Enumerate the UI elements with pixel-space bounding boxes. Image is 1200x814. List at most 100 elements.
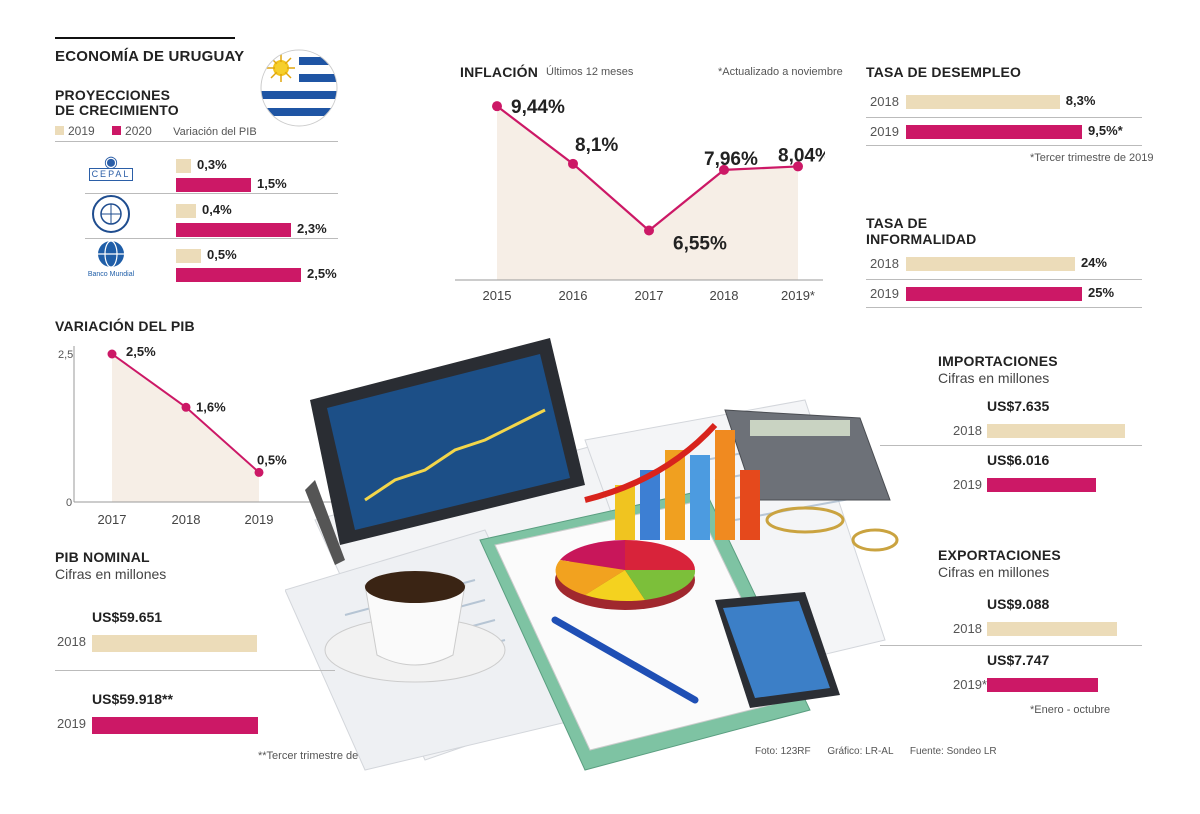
year-label: 2018 — [870, 256, 899, 271]
year-label: 2018 — [953, 423, 982, 438]
proyecciones-title-line1: PROYECCIONES — [55, 87, 171, 103]
row-divider — [55, 670, 335, 671]
bar-block — [665, 450, 685, 540]
bar-2019 — [176, 159, 191, 173]
y-tick-label: 0 — [66, 497, 72, 509]
bar-2018 — [987, 622, 1117, 636]
bar-2019 — [906, 287, 1082, 301]
legend-swatch-2019 — [55, 126, 64, 135]
value-2020: 1,5% — [257, 176, 287, 191]
row-divider — [85, 193, 338, 194]
year-label: 2019 — [870, 286, 899, 301]
importaciones-title: IMPORTACIONES — [938, 353, 1058, 369]
coffee — [365, 571, 465, 603]
pie-slice — [625, 570, 696, 600]
data-label: 9,44% — [511, 97, 565, 118]
exportaciones-subtitle: Cifras en millones — [938, 564, 1050, 580]
row-divider — [880, 445, 1142, 446]
inflacion-subtitle: Últimos 12 meses — [546, 66, 634, 78]
pib-nominal-title: PIB NOMINAL — [55, 549, 150, 565]
bar-block — [690, 455, 710, 540]
bar-2019 — [176, 249, 201, 263]
value-label: 9,5%* — [1088, 123, 1123, 138]
pie-slice — [585, 570, 645, 602]
year-label: 2019 — [57, 716, 86, 731]
header-rule — [55, 37, 235, 39]
y-tick-label: 2,5 — [58, 349, 73, 361]
proyecciones-rule — [55, 141, 338, 142]
credit-graphic: Gráfico: LR-AL — [827, 746, 894, 757]
data-point — [568, 158, 578, 169]
bar-2019 — [92, 717, 258, 734]
pib-nominal-subtitle: Cifras en millones — [55, 566, 167, 582]
data-point — [254, 467, 264, 477]
x-tick-label: 2015 — [483, 288, 512, 303]
year-label: 2019* — [953, 677, 987, 692]
desempleo-note: *Tercer trimestre de 2019 — [1030, 152, 1154, 164]
bar-2020 — [176, 223, 291, 237]
bar-2019 — [906, 125, 1082, 139]
banco-mundial-logo: Banco Mundial — [85, 239, 137, 278]
x-tick-label: 2019* — [781, 288, 815, 303]
glasses — [851, 528, 899, 552]
pib-nominal-note: **Tercer trimestre de 2019 — [258, 750, 386, 762]
variacion-chart: 2,5 0 2,5% 2017 1,6% 2018 0,5% 2019 — [58, 344, 340, 527]
value-label: US$6.016 — [987, 452, 1050, 468]
proyecciones-title-line2: DE CRECIMIENTO — [55, 102, 179, 118]
legend-label-2020: 2020 — [125, 124, 152, 138]
row-divider — [866, 307, 1142, 308]
globe-icon — [98, 239, 124, 268]
data-label: 2,5% — [126, 344, 156, 359]
bar-block — [715, 430, 735, 540]
importaciones-subtitle: Cifras en millones — [938, 370, 1050, 386]
pie-slice — [625, 540, 695, 570]
inflacion-chart: 9,44% 2015 8,1% 2016 6,55% 2017 7,96% 2018 8,04%… — [455, 97, 825, 303]
informalidad-title-line2: INFORMALIDAD — [866, 231, 977, 247]
x-tick-label: 2016 — [559, 288, 588, 303]
data-label: 1,6% — [196, 399, 226, 414]
value-2019: 0,3% — [197, 157, 227, 172]
year-label: 2018 — [870, 94, 899, 109]
inflacion-title: INFLACIÓN — [460, 64, 539, 80]
row-divider — [866, 145, 1142, 146]
value-label: 24% — [1080, 255, 1107, 270]
data-label: 0,5% — [257, 452, 287, 467]
year-label: 2018 — [57, 634, 86, 649]
banco-mundial-logo-text: Banco Mundial — [87, 270, 135, 278]
value-label: 8,3% — [1065, 93, 1096, 108]
value-label: 25% — [1088, 285, 1115, 300]
year-label: 2019 — [953, 477, 982, 492]
year-label: 2018 — [953, 621, 982, 636]
credit-source: Fuente: Sondeo LR — [909, 746, 997, 757]
bar-2020 — [176, 268, 301, 282]
uruguay-flag-icon — [260, 49, 338, 127]
row-divider — [866, 117, 1142, 118]
data-point — [181, 402, 191, 412]
bar-2018 — [92, 635, 258, 652]
row-divider — [880, 645, 1142, 646]
value-2020: 2,5% — [307, 266, 337, 281]
exportaciones-title: EXPORTACIONES — [938, 547, 1061, 563]
bar-block — [740, 470, 760, 540]
data-point — [719, 164, 729, 175]
bar-2019 — [987, 478, 1096, 492]
data-label: 7,96% — [704, 149, 758, 170]
tablet-chart-line — [364, 408, 546, 502]
data-point — [492, 101, 502, 112]
value-label: US$7.747 — [987, 652, 1050, 668]
proyecciones-legend: 2019 2020 Variación del PIB — [55, 124, 257, 138]
value-label: US$59.918** — [92, 691, 173, 707]
legend-swatch-2020 — [112, 126, 122, 135]
tablet-stand — [305, 480, 345, 565]
coffee-cup — [364, 584, 466, 666]
x-tick-label: 2019 — [245, 512, 274, 527]
year-label: 2019 — [870, 124, 899, 139]
data-label: 8,04% — [778, 145, 825, 166]
glasses — [765, 506, 845, 534]
variacion-area — [112, 354, 259, 502]
row-divider — [85, 238, 338, 239]
data-point — [793, 161, 803, 172]
bar-block — [615, 485, 635, 540]
x-tick-label: 2017 — [635, 288, 664, 303]
value-label: US$9.088 — [987, 596, 1050, 612]
